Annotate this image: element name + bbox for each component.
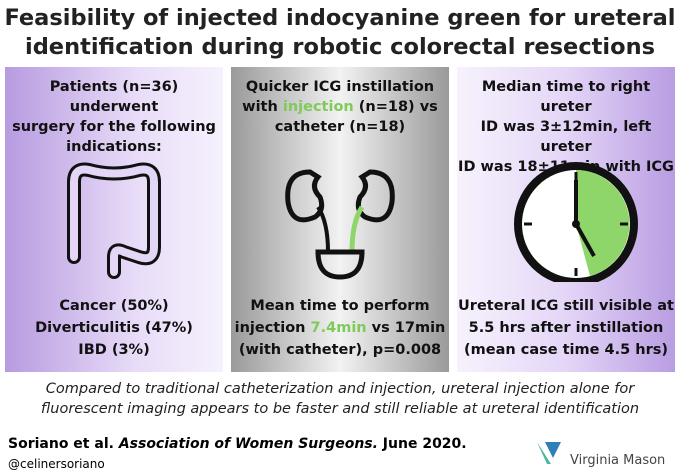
handle-text: @celinersoriano [8,457,105,471]
footer-text: vs 17min [366,320,446,336]
heading-line: Quicker ICG instillation [245,79,435,95]
indication: Cancer (50%) [59,298,169,314]
heading-line: Median time to right ureter [481,79,651,115]
conclusion-line: Compared to traditional catheterization … [45,381,635,397]
footer-line: 5.5 hrs after instillation [468,320,664,336]
authors: Soriano et al. [8,436,119,452]
journal: Association of Women Surgeons. [118,436,378,452]
panel-patients: Patients (n=36) underwent surgery for the… [5,67,223,372]
heading-highlight: injection [282,99,354,115]
logo-mark [537,442,561,464]
heading-line: indications: [66,139,162,155]
heading-text: (n=18) vs [353,99,438,115]
conclusion-line: fluorescent imaging appears to be faster… [40,401,640,417]
heading-line: ID was 3±12min, left ureter [480,119,652,155]
indication: Diverticulitis (47%) [35,320,193,336]
heading-line: surgery for the following [12,119,216,135]
heading-line: catheter (n=18) [274,119,406,135]
title-line: identification during robotic colorectal… [24,34,655,60]
heading-text: with [242,99,283,115]
colon-icon [67,162,161,279]
urinary-icon [285,169,395,280]
conclusion: Compared to traditional catheterization … [0,379,680,419]
logo: Virginia Mason [570,453,666,468]
panel-time: Median time to right ureter ID was 3±12mi… [457,67,675,372]
clock-icon [514,162,638,282]
title-line: Feasibility of injected indocyanine gree… [4,5,676,31]
heading-line: Patients (n=36) underwent [49,79,179,115]
footer-highlight: 7.4min [310,320,367,336]
footer-text: injection [234,320,311,336]
footer-line: Mean time to perform [250,298,430,314]
indication: IBD (3%) [78,342,150,358]
citation: Soriano et al. Association of Women Surg… [8,436,467,452]
handle: @celinersoriano [8,457,105,471]
footer-line: Ureteral ICG still visible at [458,298,674,314]
footer-line: (mean case time 4.5 hrs) [464,342,668,358]
panel-instillation: Quicker ICG instillation with injection (… [231,67,449,372]
footer-line: (with catheter), p=0.008 [238,342,442,358]
title: Feasibility of injected indocyanine gree… [0,4,680,62]
date: June 2020. [377,436,467,452]
